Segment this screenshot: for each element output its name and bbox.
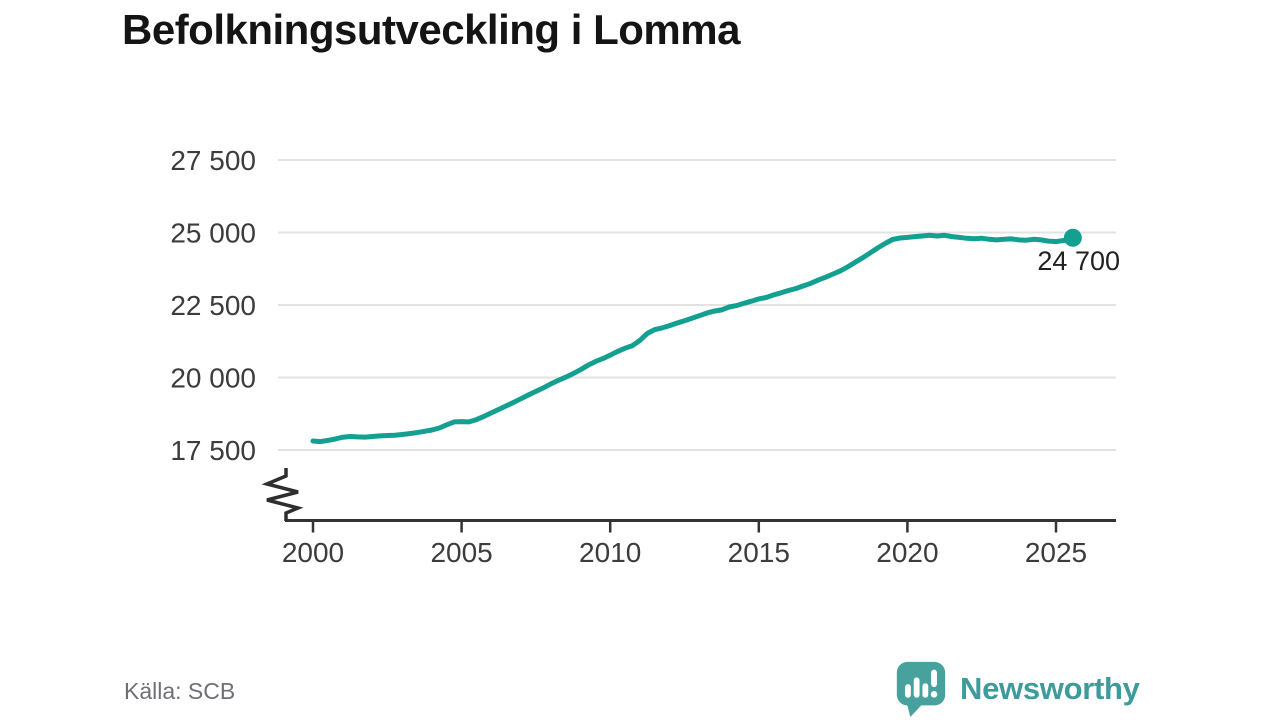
y-tick-label: 20 000 [170,363,256,394]
y-tick-label: 27 500 [170,145,256,176]
last-point-marker [1063,228,1082,247]
y-tick-label: 17 500 [170,435,256,466]
source-label: Källa: SCB [124,678,236,704]
x-tick-label: 2020 [876,537,938,568]
chart-title: Befolkningsutveckling i Lomma [122,6,740,53]
newsworthy-logo: Newsworthy [893,660,1140,718]
x-tick-label: 2010 [579,537,641,568]
y-tick-label: 25 000 [170,218,256,249]
population-line [310,232,1074,445]
axis-break-icon [261,468,304,521]
x-tick-label: 2005 [430,537,492,568]
x-tick-label: 2015 [728,537,790,568]
last-value-label: 24 700 [1037,246,1120,276]
y-tick-label: 22 500 [170,290,256,321]
x-tick-label: 2000 [282,537,344,568]
x-tick-label: 2025 [1025,537,1087,568]
newsworthy-wordmark: Newsworthy [960,671,1140,706]
newsworthy-icon [896,661,946,718]
